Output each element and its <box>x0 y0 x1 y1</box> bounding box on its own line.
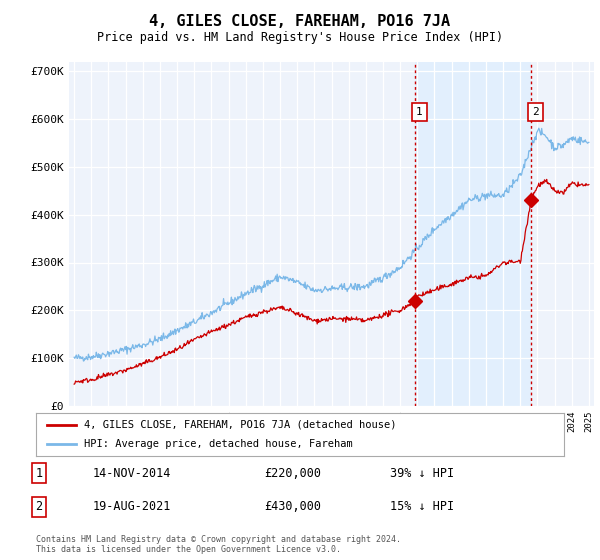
Text: 39% ↓ HPI: 39% ↓ HPI <box>390 466 454 480</box>
Text: 1: 1 <box>416 107 423 117</box>
Text: £430,000: £430,000 <box>264 500 321 514</box>
Text: 2: 2 <box>35 500 43 514</box>
Text: 15% ↓ HPI: 15% ↓ HPI <box>390 500 454 514</box>
Text: 4, GILES CLOSE, FAREHAM, PO16 7JA (detached house): 4, GILES CLOSE, FAREHAM, PO16 7JA (detac… <box>83 420 396 430</box>
Text: 4, GILES CLOSE, FAREHAM, PO16 7JA: 4, GILES CLOSE, FAREHAM, PO16 7JA <box>149 14 451 29</box>
Text: 1: 1 <box>35 466 43 480</box>
Text: 2: 2 <box>532 107 539 117</box>
Text: Contains HM Land Registry data © Crown copyright and database right 2024.
This d: Contains HM Land Registry data © Crown c… <box>36 535 401 554</box>
Text: Price paid vs. HM Land Registry's House Price Index (HPI): Price paid vs. HM Land Registry's House … <box>97 31 503 44</box>
Text: 14-NOV-2014: 14-NOV-2014 <box>93 466 172 480</box>
Text: 19-AUG-2021: 19-AUG-2021 <box>93 500 172 514</box>
Text: £220,000: £220,000 <box>264 466 321 480</box>
Text: HPI: Average price, detached house, Fareham: HPI: Average price, detached house, Fare… <box>83 439 352 449</box>
Bar <box>415 62 531 406</box>
